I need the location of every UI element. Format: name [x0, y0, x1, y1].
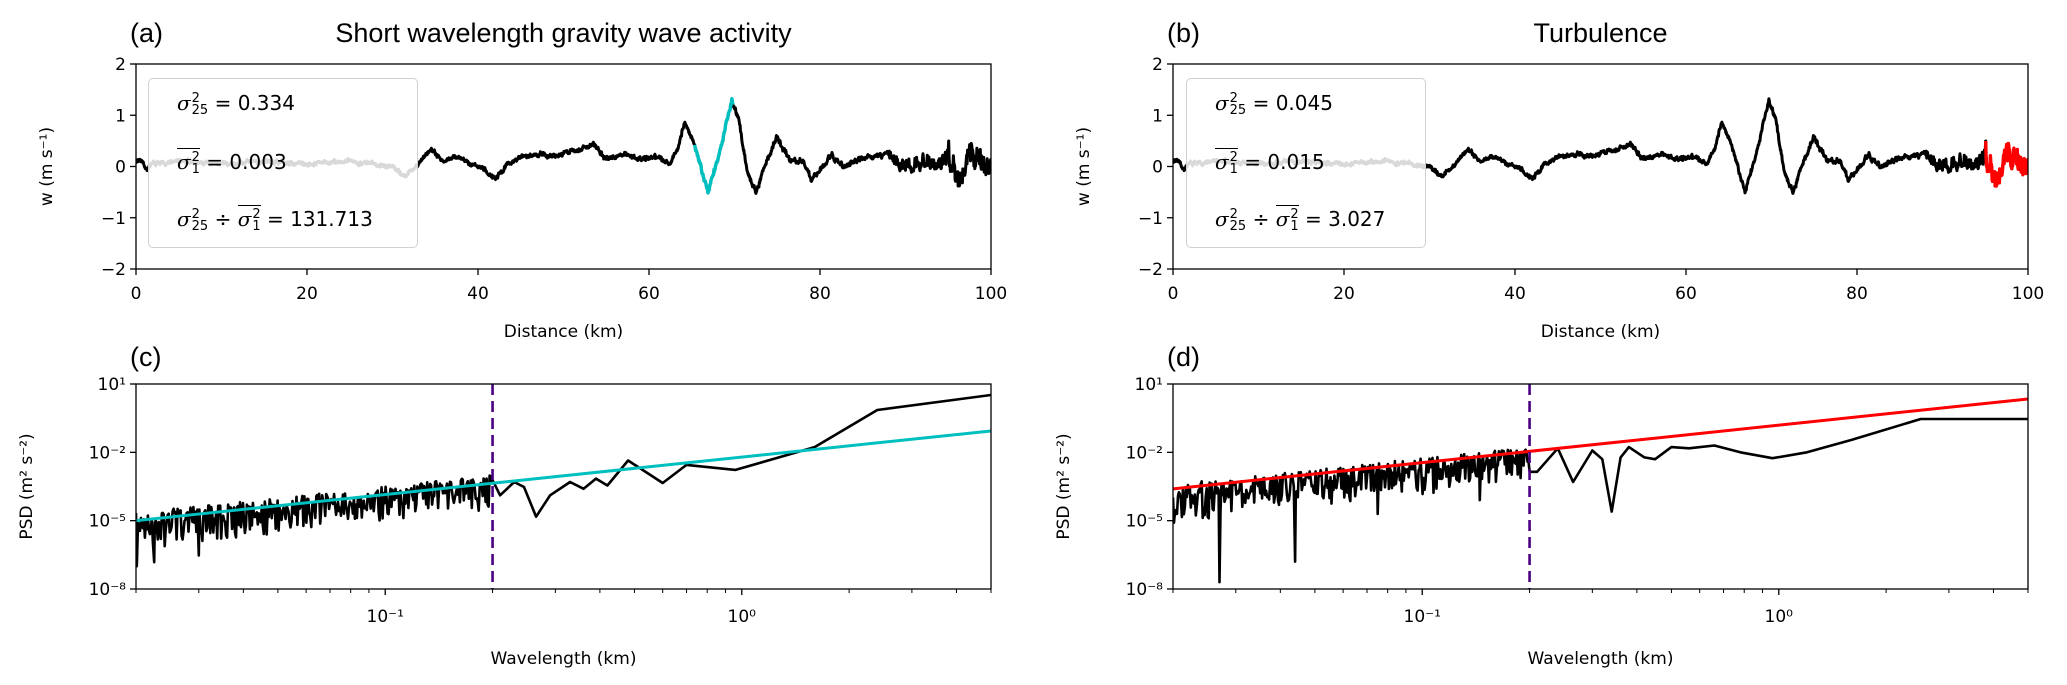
x-axis-label: Wavelength (km)	[1528, 649, 1674, 669]
y-axis-label: w (m s⁻¹)	[37, 127, 57, 206]
x-axis-label: Distance (km)	[504, 322, 623, 342]
y-tick-label: 10⁻⁸	[1126, 580, 1164, 600]
psd-spectrum-line	[1173, 417, 2028, 584]
divide-sign: ÷	[214, 207, 232, 231]
plot-frame	[1172, 383, 2029, 590]
x-tick-label: 10⁰	[728, 607, 757, 627]
panel-title: Turbulence	[1533, 18, 1667, 48]
x-axis-label: Wavelength (km)	[491, 649, 637, 669]
x-tick-label: 10⁻¹	[367, 607, 404, 627]
panel-label: (c)	[130, 342, 161, 372]
legend-row-variance-25: σ 2 25 = 0.334	[177, 91, 295, 117]
sigma-25-symbol: σ 2 25	[177, 206, 209, 234]
y-tick-label: 0	[115, 158, 126, 178]
equals: =	[214, 91, 232, 115]
equals: =	[1304, 207, 1322, 231]
equals: =	[266, 207, 284, 231]
y-tick-label: −1	[101, 209, 126, 229]
x-tick-label: 60	[1675, 284, 1697, 304]
plot-frame	[135, 63, 992, 270]
y-tick-label: 2	[1152, 55, 1163, 75]
panel-label: (d)	[1167, 342, 1200, 372]
highlight-segment-line	[1984, 140, 2028, 188]
panel-title: Short wavelength gravity wave activity	[335, 18, 792, 48]
y-tick-label: 10⁻²	[1126, 443, 1163, 463]
y-tick-label: −2	[1138, 260, 1163, 280]
equals: =	[1244, 150, 1262, 174]
divide-sign: ÷	[1252, 207, 1270, 231]
x-tick-label: 80	[1846, 284, 1868, 304]
x-tick-label: 10⁻¹	[1404, 607, 1441, 627]
ratio-value: 3.027	[1328, 207, 1386, 231]
panel-d: (d) 10⁻¹ 10⁰ 10⁻⁸ 10⁻⁵ 10⁻² 10¹ Wavelength (km)…	[1054, 342, 2029, 669]
legend-row-variance-25: σ 2 25 = 0.045	[1215, 91, 1333, 117]
y-axis-label: w (m s⁻¹)	[1074, 127, 1094, 206]
x-tick-label: 10⁰	[1765, 607, 1794, 627]
plot-frame	[135, 383, 992, 590]
y-tick-label: 10⁻⁸	[89, 580, 127, 600]
x-tick-label: 0	[131, 284, 142, 304]
x-tick-label: 80	[809, 284, 831, 304]
ratio-value: 131.713	[290, 207, 373, 231]
panel-label: (a)	[130, 18, 163, 48]
y-tick-label: 0	[1152, 158, 1163, 178]
x-tick-label: 40	[1504, 284, 1526, 304]
y-tick-label: 10⁻⁵	[89, 512, 126, 532]
y-tick-label: 1	[115, 106, 126, 126]
y-tick-label: 10⁻⁵	[1126, 512, 1163, 532]
x-tick-label: 20	[296, 284, 318, 304]
power-law-fit-line	[136, 429, 991, 523]
mean-variance-1-value: 0.015	[1267, 150, 1325, 174]
panel-label: (b)	[1167, 18, 1200, 48]
y-tick-label: −1	[1138, 209, 1163, 229]
y-axis-label: PSD (m² s⁻²)	[17, 433, 37, 539]
x-tick-label: 60	[638, 284, 660, 304]
y-tick-label: 10¹	[98, 375, 126, 395]
sigma-25-symbol: σ 2 25	[177, 90, 209, 118]
y-tick-label: 10¹	[1135, 375, 1163, 395]
x-tick-label: 20	[1333, 284, 1355, 304]
mean-variance-1-value: 0.003	[229, 150, 287, 174]
y-tick-label: 1	[1152, 106, 1163, 126]
variance-25-value: 0.334	[237, 91, 295, 115]
y-tick-label: 10⁻²	[89, 443, 126, 463]
equals: =	[206, 150, 224, 174]
highlight-segment-line	[693, 97, 735, 195]
y-tick-label: 2	[115, 55, 126, 75]
sigma-25-symbol: σ 2 25	[1215, 206, 1247, 234]
x-tick-label: 40	[467, 284, 489, 304]
panel-c: (c) 10⁻¹ 10⁰ 10⁻⁸ 10⁻⁵ 10⁻² 10¹ Wavelength (km)…	[17, 342, 992, 669]
x-axis-label: Distance (km)	[1541, 322, 1660, 342]
power-law-fit-line	[1173, 397, 2028, 491]
x-tick-label: 100	[2012, 284, 2044, 304]
x-tick-label: 100	[975, 284, 1007, 304]
plot-frame	[1172, 63, 2029, 270]
sigma-25-symbol: σ 2 25	[1215, 90, 1247, 118]
variance-25-value: 0.045	[1275, 91, 1333, 115]
y-axis-label: PSD (m² s⁻²)	[1054, 433, 1074, 539]
x-tick-label: 0	[1168, 284, 1179, 304]
psd-spectrum-line	[136, 393, 991, 568]
y-tick-label: −2	[101, 260, 126, 280]
equals: =	[1252, 91, 1270, 115]
